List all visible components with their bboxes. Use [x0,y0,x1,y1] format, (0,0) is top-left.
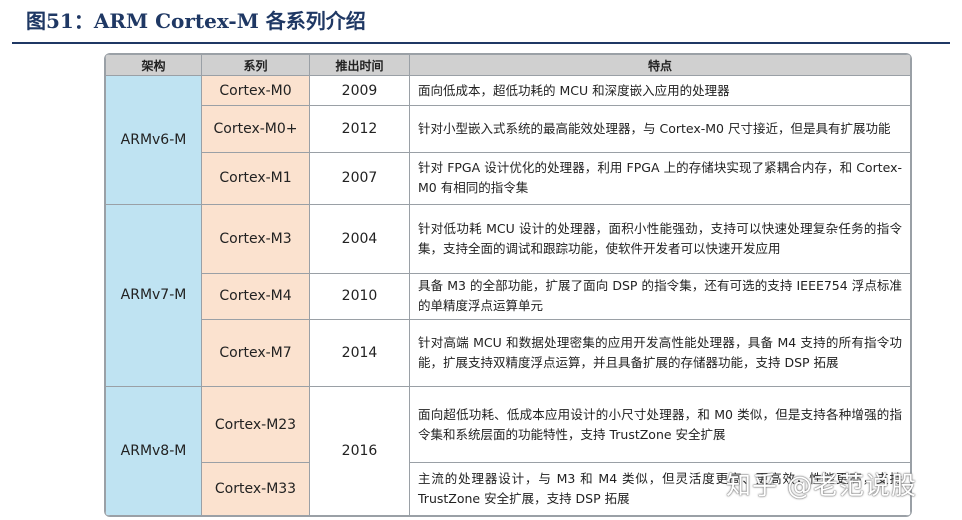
year-cell: 2007 [309,151,410,206]
cortex-m-table: 架构 系列 推出时间 特点 ARMv6-M Cortex-M0 2009 面向低… [105,54,911,516]
table-row: ARMv8-M Cortex-M23 2016 面向超低功耗、低成本应用设计的小… [105,385,911,516]
series-cell: Cortex-M0+ [201,105,310,153]
title-divider [12,42,950,44]
cortex-m-table-container: 架构 系列 推出时间 特点 ARMv6-M Cortex-M0 2009 面向低… [104,53,912,517]
year-cell: 2012 [309,105,410,153]
feature-cell: 面向超低功耗、低成本应用设计的小尺寸处理器，和 M0 类似，但是支持各种增强的指… [409,385,911,464]
header-year: 推出时间 [309,54,410,76]
year-cell: 2009 [309,74,410,107]
arch-cell-armv7m: ARMv7-M [105,204,202,387]
series-cell: Cortex-M33 [201,462,310,516]
header-arch: 架构 [105,54,202,76]
table-row: Cortex-M1 2007 针对 FPGA 设计优化的处理器，利用 FPGA … [106,151,911,206]
series-cell: Cortex-M7 [201,319,310,387]
series-cell: Cortex-M4 [201,272,310,321]
table-row: ARMv6-M Cortex-M0 2009 面向低成本，超低功耗的 MCU 和… [105,74,911,206]
series-cell: Cortex-M1 [201,151,310,206]
table-row: ARMv7-M Cortex-M3 2004 针对低功耗 MCU 设计的处理器，… [105,204,911,387]
series-cell: Cortex-M23 [201,385,310,464]
feature-cell: 针对 FPGA 设计优化的处理器，利用 FPGA 上的存储块实现了紧耦合内存，和… [409,151,911,206]
feature-cell: 针对低功耗 MCU 设计的处理器，面积小性能强劲，支持可以快速处理复杂任务的指令… [409,204,911,274]
year-cell: 2016 [309,385,410,516]
header-feature: 特点 [409,54,911,76]
year-cell: 2004 [309,204,410,274]
feature-cell: 主流的处理器设计，与 M3 和 M4 类似，但灵活度更高、更高效，性能更高，支持… [409,462,911,516]
table-header-row: 架构 系列 推出时间 特点 [105,54,911,76]
table-row: Cortex-M33 主流的处理器设计，与 M3 和 M4 类似，但灵活度更高、… [106,462,911,516]
series-cell: Cortex-M0 [201,74,310,107]
year-cell: 2014 [309,319,410,387]
feature-cell: 针对高端 MCU 和数据处理密集的应用开发高性能处理器，具备 M4 支持的所有指… [409,319,911,387]
table-row: Cortex-M4 2010 具备 M3 的全部功能，扩展了面向 DSP 的指令… [106,272,911,321]
feature-cell: 面向低成本，超低功耗的 MCU 和深度嵌入应用的处理器 [409,74,911,107]
header-series: 系列 [201,54,310,76]
feature-cell: 针对小型嵌入式系统的最高能效处理器，与 Cortex-M0 尺寸接近，但是具有扩… [409,105,911,153]
watermark: 知乎 @老范说股 [726,471,917,500]
arch-cell-armv6m: ARMv6-M [105,74,202,206]
arch-cell-armv8m: ARMv8-M [105,385,202,516]
figure-title: 图51：ARM Cortex-M 各系列介绍 [26,9,366,33]
series-cell: Cortex-M3 [201,204,310,274]
feature-cell: 具备 M3 的全部功能，扩展了面向 DSP 的指令集，还有可选的支持 IEEE7… [409,272,911,321]
year-cell: 2010 [309,272,410,321]
table-row: Cortex-M0+ 2012 针对小型嵌入式系统的最高能效处理器，与 Cort… [106,105,911,153]
table-row: Cortex-M7 2014 针对高端 MCU 和数据处理密集的应用开发高性能处… [106,319,911,387]
